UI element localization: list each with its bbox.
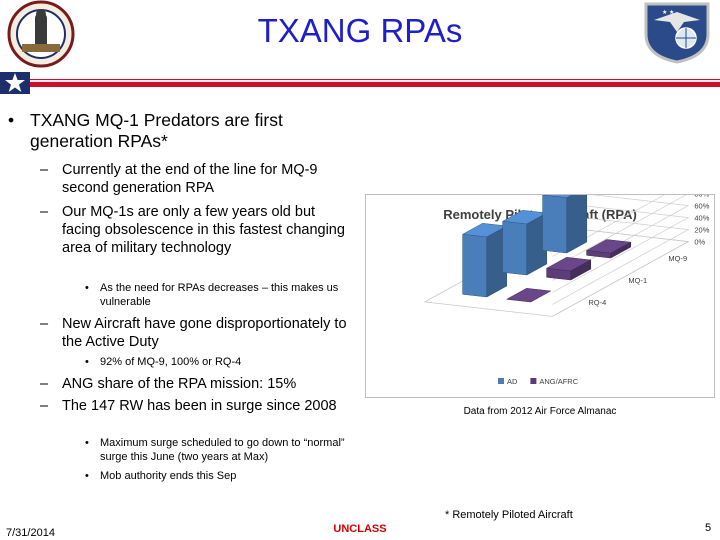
- bullet-marker: –: [40, 316, 49, 332]
- chart-category-label: RQ-4: [588, 298, 606, 307]
- chart-bar: [461, 223, 508, 298]
- chart-y-tick-label: 60%: [694, 202, 709, 211]
- chart-bar: [585, 239, 632, 259]
- bullet-text: Mob authority ends this Sep: [100, 470, 237, 482]
- page-number: 5: [705, 522, 712, 534]
- slide-date: 7/31/2014: [6, 527, 55, 539]
- chart-bar: [545, 257, 592, 281]
- air-force-crest-icon: ★ ★: [644, 2, 710, 64]
- chart-bars: [461, 183, 632, 303]
- chart-bar-side: [610, 241, 632, 259]
- header-white-stripe: [30, 80, 720, 82]
- bullet-text: The 147 RW has been in surge since 2008: [62, 398, 337, 414]
- chart-bar-front: [542, 194, 568, 254]
- chart-legend-swatch: [530, 378, 537, 384]
- chart-y-tick-label: 0%: [694, 238, 705, 247]
- chart-gridline: [552, 229, 689, 305]
- chart-bar-top: [505, 288, 552, 303]
- classification-banner: UNCLASS: [333, 523, 387, 535]
- chart-legend-label: AD: [507, 377, 518, 386]
- bullet-item: – The 147 RW has been in surge since 200…: [40, 397, 352, 415]
- bullet-item: • Maximum surge scheduled to go down to …: [85, 436, 355, 464]
- bullet-text: As the need for RPAs decreases – this ma…: [100, 282, 339, 308]
- chart-caption: Data from 2012 Air Force Almanac: [463, 406, 617, 417]
- chart-y-ticks: 0%20%40%60%80%100%: [694, 178, 714, 247]
- chart-category-label: MQ-9: [668, 254, 687, 263]
- rpa-chart: Remotely Piloted Aircraft (RPA) 0%20%40%…: [365, 166, 715, 398]
- bullet-marker: •: [85, 282, 89, 294]
- bullet-item: • Mob authority ends this Sep: [85, 469, 355, 483]
- chart-category-label: MQ-1: [628, 276, 647, 285]
- chart-legend-swatch: [498, 378, 504, 384]
- chart-gridline: [552, 217, 689, 293]
- texas-seal-icon: [7, 0, 75, 68]
- slide-title: TXANG RPAs: [257, 12, 463, 49]
- bullet-item: • 92% of MQ-9, 100% or RQ-4: [85, 355, 355, 369]
- footnote: * Remotely Piloted Aircraft: [445, 509, 573, 521]
- chart-bar: [505, 288, 552, 303]
- bullet-marker: –: [40, 376, 49, 392]
- bullet-item: – Currently at the end of the line for M…: [40, 161, 352, 197]
- bullet-marker: –: [40, 204, 49, 220]
- bullet-text: New Aircraft have gone disproportionatel…: [62, 316, 347, 350]
- bullet-text: 92% of MQ-9, 100% or RQ-4: [100, 356, 242, 368]
- chart-bar-front: [502, 221, 528, 276]
- svg-text:★ ★: ★ ★: [662, 9, 674, 16]
- bullet-item: – New Aircraft have gone disproportionat…: [40, 315, 352, 351]
- bullet-marker: –: [40, 398, 49, 414]
- chart-legend: AD ANG/AFRC: [498, 377, 579, 386]
- bullet-marker: •: [85, 437, 89, 449]
- bullet-text: Our MQ-1s are only a few years old but f…: [62, 204, 345, 256]
- bullet-marker: –: [40, 162, 49, 178]
- bullet-item: • As the need for RPAs decreases – this …: [85, 281, 355, 309]
- chart-bar-front: [462, 234, 488, 298]
- bullet-text: Currently at the end of the line for MQ-…: [62, 162, 318, 196]
- chart-category-labels: MQ-9 MQ-1 RQ-4: [588, 254, 687, 307]
- chart-y-tick-label: 40%: [694, 214, 709, 223]
- bullet-marker: •: [8, 110, 15, 130]
- bullet-item: • TXANG MQ-1 Predators are first generat…: [8, 110, 350, 152]
- chart-legend-label: ANG/AFRC: [539, 377, 578, 386]
- bullet-text: ANG share of the RPA mission: 15%: [62, 376, 297, 392]
- rpa-chart-svg: Remotely Piloted Aircraft (RPA) 0%20%40%…: [423, 166, 714, 386]
- chart-y-tick-label: 20%: [694, 226, 709, 235]
- chart-bar: [541, 183, 588, 254]
- bullet-marker: •: [85, 470, 89, 482]
- bullet-text: Maximum surge scheduled to go down to “n…: [100, 437, 345, 463]
- chart-bar-side: [570, 259, 592, 281]
- bullet-text: TXANG MQ-1 Predators are first generatio…: [30, 110, 283, 151]
- chart-bar-side: [566, 186, 588, 254]
- bullet-marker: •: [85, 356, 89, 368]
- chart-y-tick-label: 80%: [694, 195, 709, 199]
- bullet-item: – Our MQ-1s are only a few years old but…: [40, 203, 352, 257]
- bullet-item: – ANG share of the RPA mission: 15%: [40, 375, 352, 393]
- chart-bar: [501, 210, 548, 276]
- star-icon: [5, 73, 25, 92]
- header-red-stripe: [30, 79, 720, 87]
- chart-gridline: [552, 193, 689, 269]
